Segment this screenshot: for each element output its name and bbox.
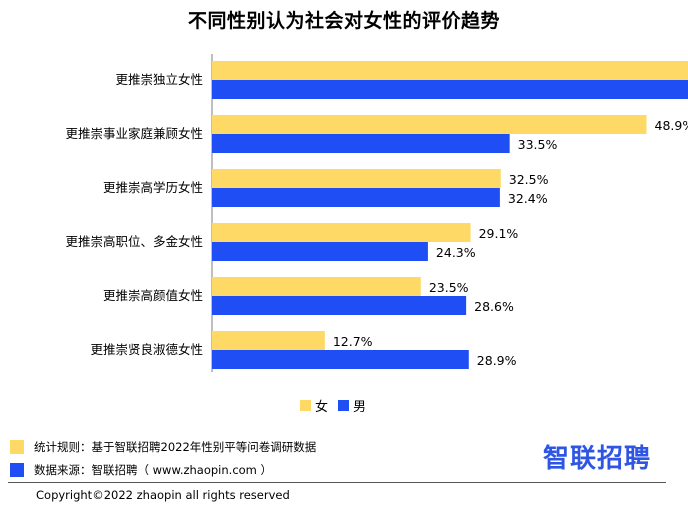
- category-label: 更推崇高颜值女性: [103, 288, 203, 303]
- legend-item-male: 男: [338, 396, 366, 415]
- legend: 女 男: [300, 396, 376, 415]
- legend-label-female: 女: [315, 400, 329, 415]
- category-label: 更推崇事业家庭兼顾女性: [65, 126, 203, 141]
- value-label-female: 29.1%: [479, 226, 519, 241]
- legend-item-female: 女: [300, 396, 328, 415]
- value-label-male: 28.9%: [477, 353, 517, 368]
- notes: 统计规则：基于智联招聘2022年性别平等问卷调研数据 数据来源：智联招聘（ ww…: [10, 437, 316, 483]
- bar-female: [212, 331, 325, 350]
- category-label: 更推崇高职位、多金女性: [65, 234, 203, 249]
- value-label-female: 12.7%: [333, 334, 373, 349]
- category-label: 更推崇独立女性: [115, 72, 203, 87]
- value-label-male: 33.5%: [518, 137, 558, 152]
- zhaopin-logo: 智联招聘: [543, 444, 652, 474]
- chart-title: 不同性别认为社会对女性的评价趋势: [187, 10, 500, 32]
- bar-female: [212, 277, 421, 296]
- legend-swatch-female: [300, 400, 311, 411]
- value-label-female: 23.5%: [429, 280, 469, 295]
- category-label: 更推崇贤良淑德女性: [90, 342, 203, 357]
- bar-male: [212, 80, 688, 99]
- bar-male: [212, 188, 500, 207]
- note-source: 数据来源：智联招聘（ www.zhaopin.com ）: [10, 460, 316, 480]
- copyright-text: Copyright©2022 zhaopin all rights reserv…: [36, 488, 290, 502]
- value-label-male: 32.4%: [508, 191, 548, 206]
- value-label-female: 48.9%: [655, 118, 688, 133]
- note-rule-text: 统计规则：基于智联招聘2022年性别平等问卷调研数据: [34, 440, 317, 454]
- note-source-text: 数据来源：智联招聘（ www.zhaopin.com ）: [34, 463, 273, 477]
- category-label: 更推崇高学历女性: [103, 180, 203, 195]
- footer-divider: [8, 482, 666, 483]
- bar-male: [212, 134, 510, 153]
- value-label-male: 24.3%: [436, 245, 476, 260]
- bar-female: [212, 61, 688, 80]
- note-source-swatch: [10, 463, 24, 477]
- bar-male: [212, 350, 469, 369]
- bar-male: [212, 296, 467, 315]
- bar-female: [212, 115, 647, 134]
- value-label-female: 32.5%: [509, 172, 549, 187]
- bar-female: [212, 223, 471, 242]
- note-rule-swatch: [10, 440, 24, 454]
- bar-female: [212, 169, 501, 188]
- note-rule: 统计规则：基于智联招聘2022年性别平等问卷调研数据: [10, 437, 316, 457]
- value-label-male: 28.6%: [474, 299, 514, 314]
- bar-chart: 更推崇独立女性65.7%57.5%更推崇事业家庭兼顾女性48.9%33.5%更推…: [65, 54, 688, 372]
- bar-male: [212, 242, 428, 261]
- legend-label-male: 男: [353, 400, 367, 415]
- legend-swatch-male: [338, 400, 350, 411]
